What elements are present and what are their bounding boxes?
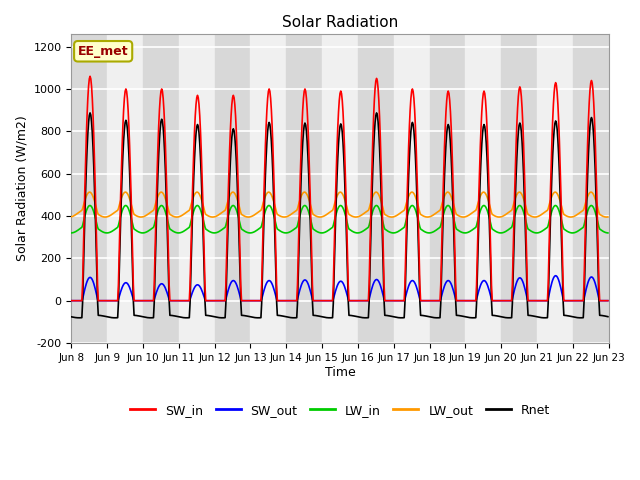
- Rnet: [75, 315, 83, 321]
- SW_out: [68, 298, 76, 303]
- Bar: [108, 34, 143, 343]
- LW_in: [188, 213, 196, 219]
- Bar: [143, 34, 179, 343]
- SW_out: [215, 298, 223, 303]
- Bar: [72, 34, 108, 343]
- LW_out: [86, 189, 93, 195]
- LW_out: [68, 214, 76, 220]
- Rnet: [217, 315, 225, 321]
- SW_in: [421, 298, 429, 303]
- Bar: [322, 34, 358, 343]
- LW_in: [604, 230, 612, 236]
- SW_out: [420, 298, 428, 303]
- X-axis label: Time: Time: [324, 365, 355, 379]
- LW_out: [422, 214, 429, 220]
- SW_out: [552, 273, 559, 278]
- Bar: [286, 34, 322, 343]
- LW_in: [134, 228, 141, 234]
- Bar: [537, 34, 573, 343]
- LW_in: [86, 203, 94, 208]
- LW_out: [188, 198, 196, 204]
- Bar: [394, 34, 429, 343]
- Rnet: [86, 110, 94, 116]
- LW_out: [604, 214, 612, 220]
- Rnet: [78, 315, 86, 321]
- Bar: [214, 34, 250, 343]
- SW_in: [133, 298, 141, 303]
- Rnet: [422, 313, 429, 319]
- LW_in: [77, 225, 85, 231]
- Line: Rnet: Rnet: [72, 113, 608, 318]
- SW_in: [77, 298, 85, 303]
- SW_out: [405, 283, 413, 289]
- Bar: [573, 34, 609, 343]
- LW_out: [134, 214, 141, 219]
- SW_out: [187, 294, 195, 300]
- SW_in: [406, 123, 413, 129]
- SW_in: [68, 298, 76, 303]
- Bar: [179, 34, 214, 343]
- LW_out: [217, 211, 225, 216]
- Line: LW_out: LW_out: [72, 192, 608, 217]
- LW_in: [217, 228, 225, 233]
- Line: LW_in: LW_in: [72, 205, 608, 233]
- Rnet: [604, 314, 612, 320]
- LW_in: [422, 229, 429, 235]
- Bar: [465, 34, 501, 343]
- LW_out: [406, 191, 414, 196]
- Legend: SW_in, SW_out, LW_in, LW_out, Rnet: SW_in, SW_out, LW_in, LW_out, Rnet: [125, 399, 555, 422]
- Text: EE_met: EE_met: [78, 45, 129, 58]
- SW_out: [77, 298, 85, 303]
- SW_in: [188, 223, 195, 228]
- Bar: [429, 34, 465, 343]
- Line: SW_in: SW_in: [72, 76, 608, 300]
- Rnet: [188, 218, 196, 224]
- Rnet: [406, 139, 414, 145]
- SW_in: [604, 298, 612, 303]
- SW_in: [86, 73, 94, 79]
- SW_out: [604, 298, 612, 303]
- Title: Solar Radiation: Solar Radiation: [282, 15, 398, 30]
- LW_in: [68, 230, 76, 236]
- SW_out: [132, 298, 140, 303]
- Line: SW_out: SW_out: [72, 276, 608, 300]
- LW_out: [101, 214, 109, 220]
- Y-axis label: Solar Radiation (W/m2): Solar Radiation (W/m2): [15, 116, 28, 261]
- LW_in: [102, 230, 110, 236]
- Bar: [358, 34, 394, 343]
- SW_in: [216, 298, 224, 303]
- Bar: [501, 34, 537, 343]
- Rnet: [68, 314, 76, 320]
- Rnet: [134, 313, 141, 319]
- LW_in: [406, 204, 414, 210]
- LW_out: [77, 208, 85, 214]
- Bar: [250, 34, 286, 343]
